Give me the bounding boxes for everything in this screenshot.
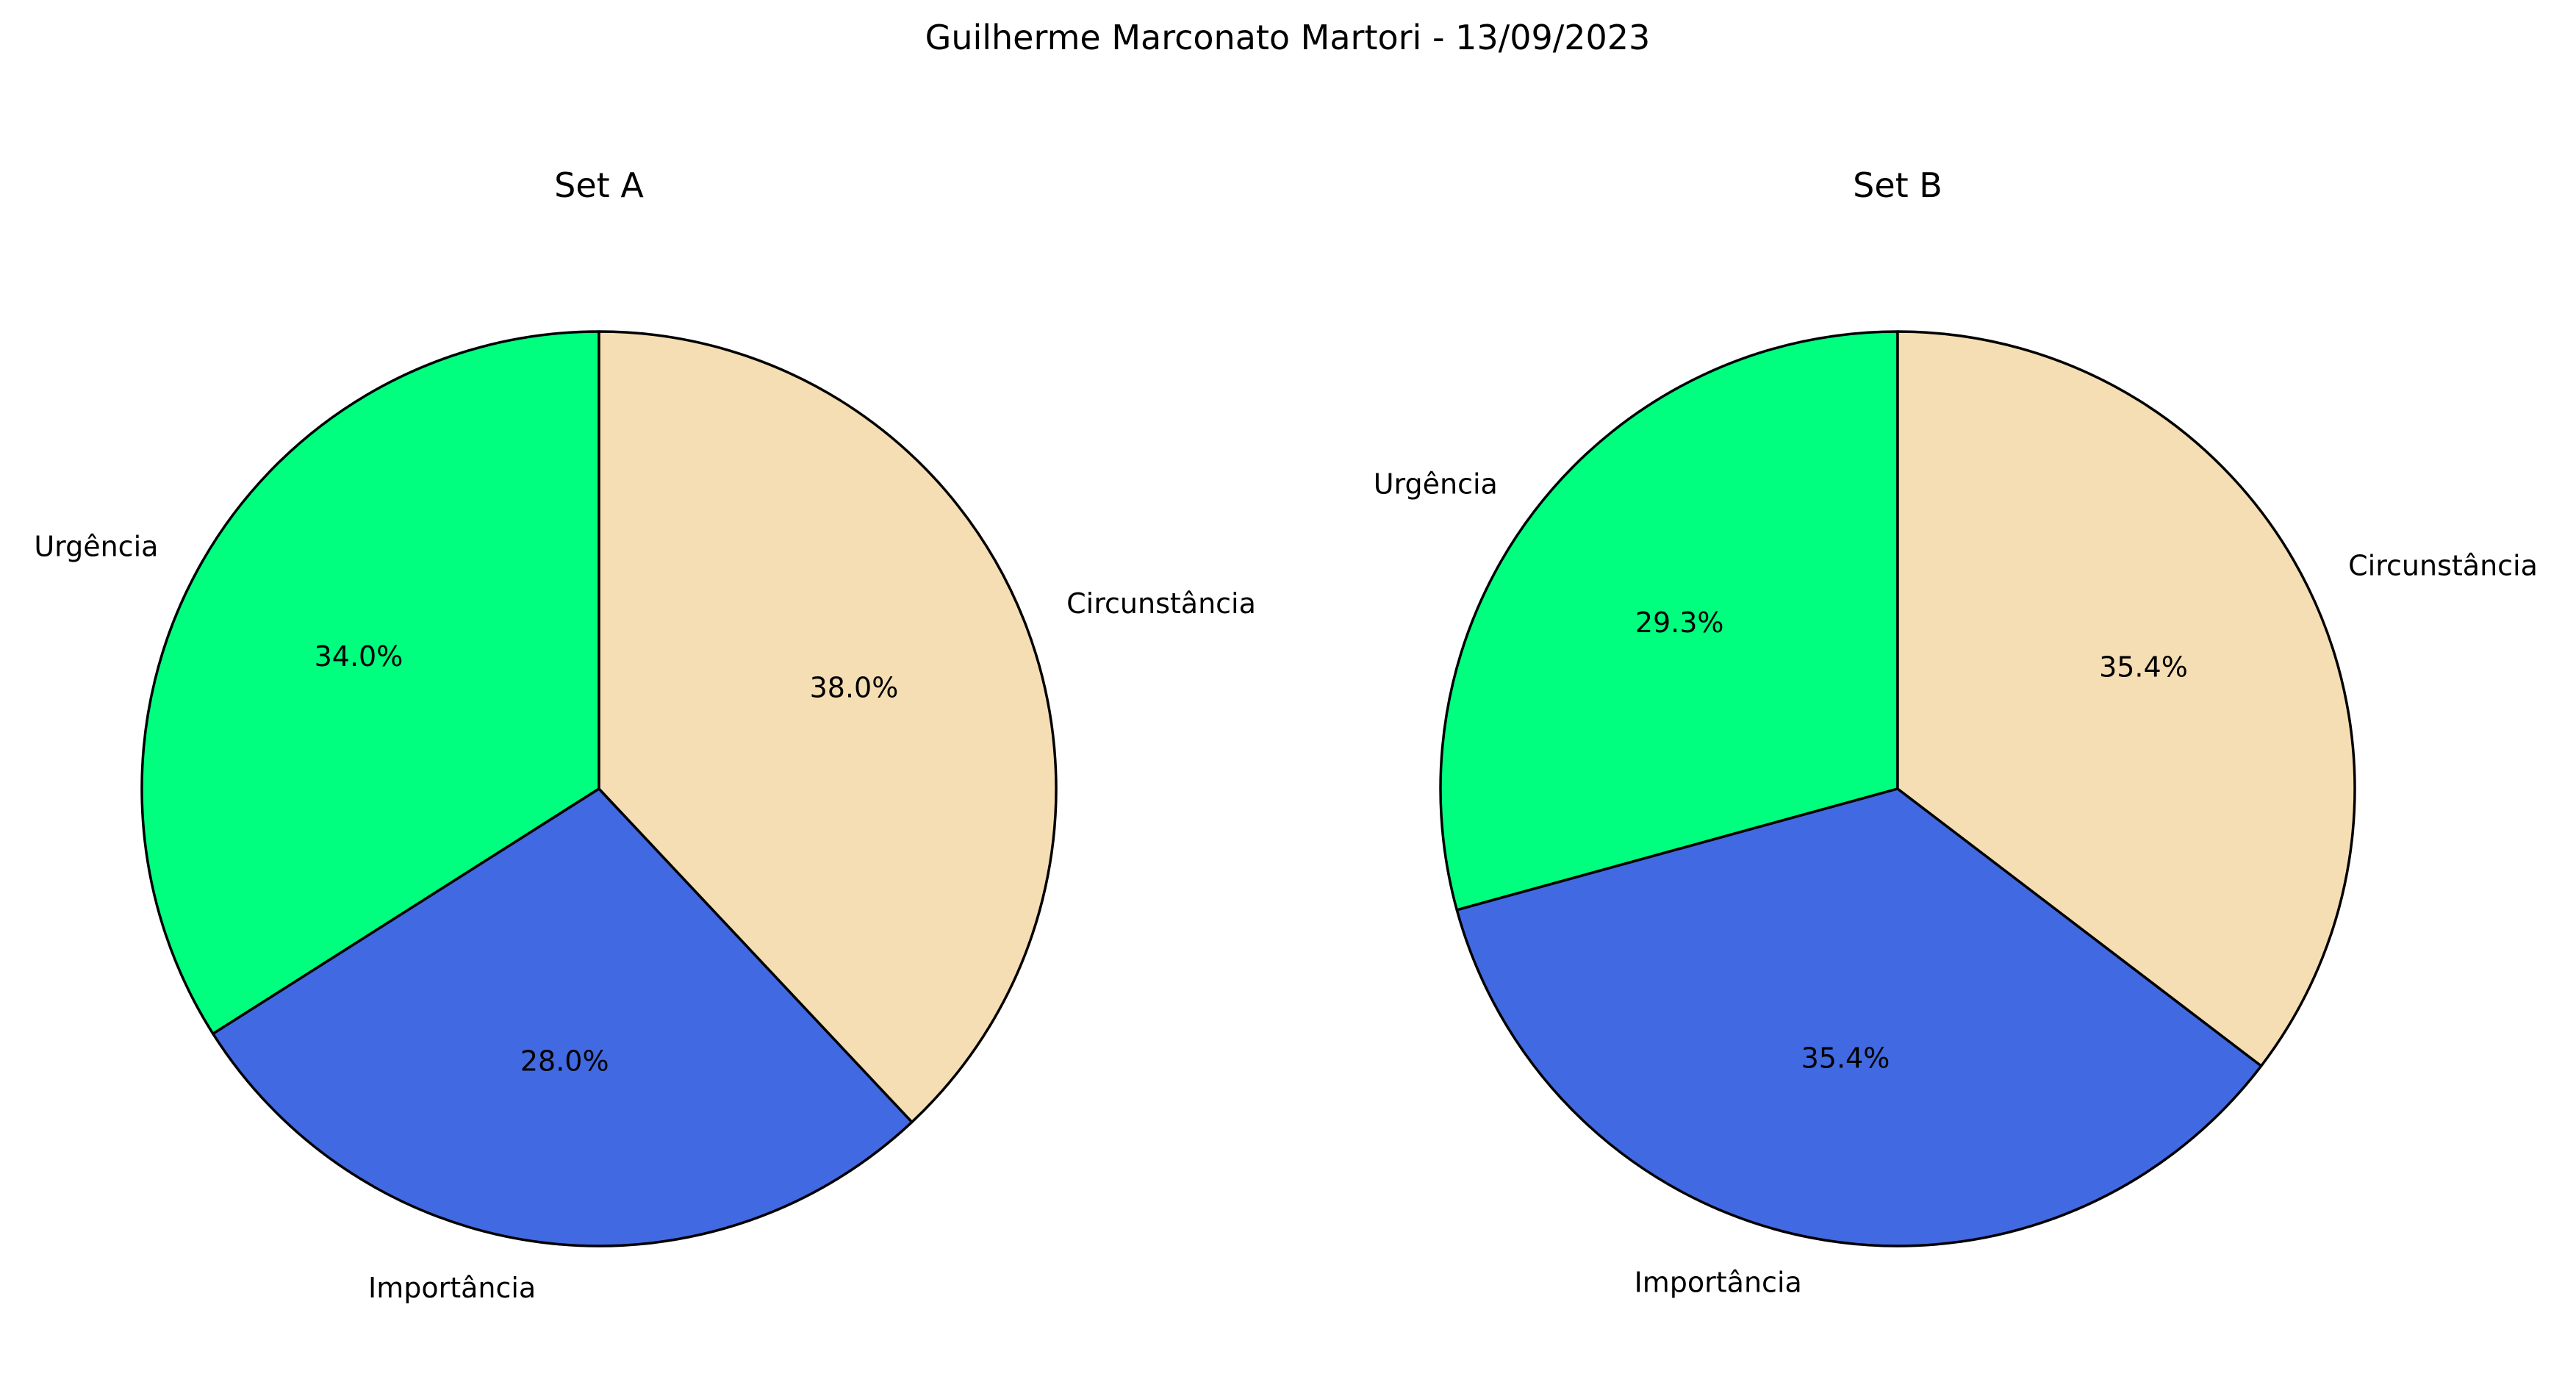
pie-title-set-b: Set B — [1853, 165, 1942, 205]
pie-slice-set-a-importancia — [212, 787, 914, 1247]
pie-percent-set-b-importancia: 35.4% — [1801, 1042, 1890, 1074]
pie-slice-set-b-importancia — [1455, 787, 2263, 1247]
pie-label-set-b-importancia: Importância — [1635, 1267, 1802, 1299]
pie-chart-set-a: Set A Urgência 34.0% Importância 28.0% Circu… — [34, 165, 1256, 1304]
pie-percent-set-a-importancia: 28.0% — [520, 1045, 609, 1077]
pie-slice-set-a-circunstancia — [598, 330, 1058, 1124]
pie-chart-set-b: Set B Urgência 29.3% Importância 35.4% Circu… — [1374, 165, 2538, 1299]
pie-labels-set-b: Urgência 29.3% Importância 35.4% Circunstânc… — [1374, 468, 2538, 1298]
pie-label-set-a-urgencia: Urgência — [34, 530, 158, 562]
pie-percent-set-b-circunstancia: 35.4% — [2099, 651, 2188, 683]
pie-label-set-a-importancia: Importância — [368, 1272, 536, 1304]
pie-label-set-a-circunstancia: Circunstância — [1066, 587, 1256, 620]
figure-suptitle: Guilherme Marconato Martori - 13/09/2023 — [925, 18, 1651, 57]
pie-percent-set-a-urgencia: 34.0% — [315, 640, 403, 673]
pie-slices-set-a — [140, 330, 1058, 1247]
pie-percent-set-b-urgencia: 29.3% — [1635, 606, 1724, 639]
pie-label-set-b-circunstancia: Circunstância — [2348, 549, 2538, 581]
pie-labels-set-a: Urgência 34.0% Importância 28.0% Circunstânc… — [34, 530, 1256, 1303]
pie-slice-set-b-circunstancia — [1896, 330, 2356, 1067]
pie-title-set-a: Set A — [554, 165, 644, 205]
pie-slices-set-b — [1439, 330, 2356, 1247]
pie-label-set-b-urgencia: Urgência — [1374, 468, 1498, 500]
pie-slice-set-a-urgencia — [140, 330, 600, 1036]
pie-percent-set-a-circunstancia: 38.0% — [810, 672, 899, 704]
pie-slice-set-b-urgencia — [1439, 330, 1899, 912]
